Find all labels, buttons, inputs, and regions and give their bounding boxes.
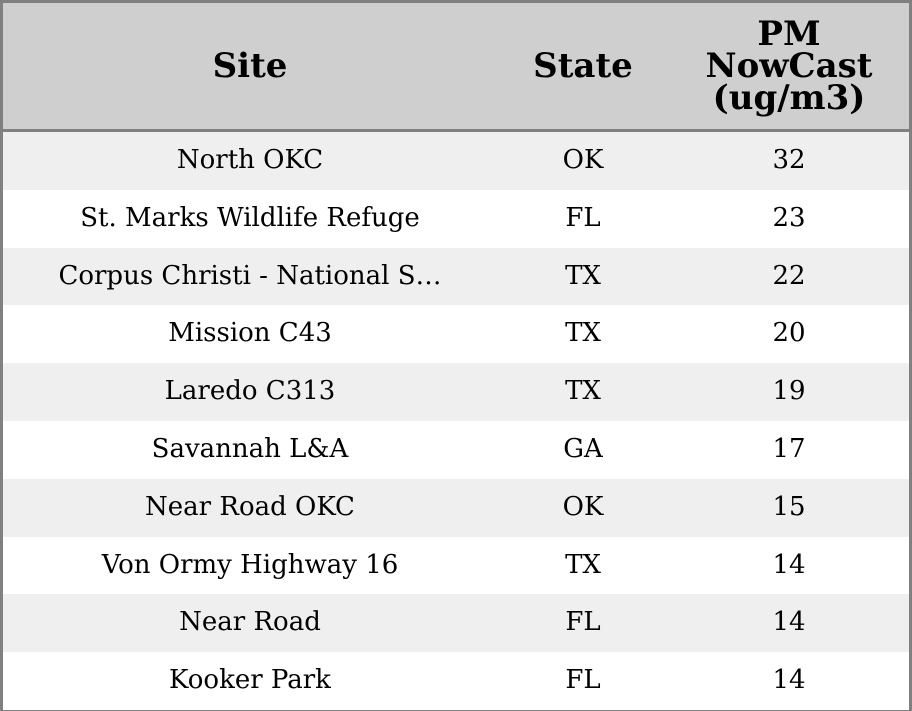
cell-site: Kooker Park [169, 665, 331, 696]
column-header-site[interactable]: Site [212, 46, 288, 86]
table-row[interactable]: Laredo C313 TX 19 [3, 363, 909, 421]
cell-state: TX [565, 376, 601, 407]
cell-pm-nowcast: 19 [772, 376, 806, 407]
cell-state: GA [563, 433, 603, 464]
cell-site: Mission C43 [168, 318, 332, 349]
cell-pm-nowcast: 23 [772, 202, 806, 233]
table-header: Site State PM NowCast (ug/m3) [3, 3, 909, 132]
column-header-pm-nowcast[interactable]: PM NowCast (ug/m3) [705, 14, 873, 118]
cell-state: TX [565, 549, 601, 580]
cell-site: Corpus Christi - National S… [58, 260, 442, 291]
cell-pm-nowcast: 22 [772, 260, 806, 291]
cell-site: Von Ormy Highway 16 [101, 549, 399, 580]
cell-pm-nowcast: 14 [772, 549, 806, 580]
table-row[interactable]: St. Marks Wildlife Refuge FL 23 [3, 189, 909, 248]
cell-state: FL [565, 607, 601, 638]
cell-pm-nowcast: 32 [772, 145, 806, 175]
cell-pm-nowcast: 14 [772, 665, 806, 696]
cell-state: TX [565, 260, 601, 291]
table-body: North OKC OK 32 St. Marks Wildlife Refuge FL… [3, 132, 909, 710]
cell-site: Near Road OKC [145, 491, 355, 522]
table-row[interactable]: Near Road FL 14 [3, 594, 909, 653]
cell-site: St. Marks Wildlife Refuge [80, 202, 420, 233]
cell-state: TX [565, 318, 601, 349]
cell-pm-nowcast: 20 [772, 318, 806, 349]
table-row[interactable]: Corpus Christi - National S… TX 22 [3, 247, 909, 306]
cell-pm-nowcast: 14 [772, 607, 806, 638]
table-row[interactable]: Near Road OKC OK 15 [3, 478, 909, 537]
cell-pm-nowcast: 17 [772, 433, 806, 464]
table-row[interactable]: Kooker Park FL 14 [3, 652, 909, 710]
cell-state: OK [562, 145, 604, 175]
cell-state: FL [565, 665, 601, 696]
cell-state: OK [562, 491, 604, 522]
cell-site: Laredo C313 [164, 376, 336, 407]
cell-state: FL [565, 202, 601, 233]
cell-pm-nowcast: 15 [772, 491, 806, 522]
table-row[interactable]: Von Ormy Highway 16 TX 14 [3, 536, 909, 595]
cell-site: Savannah L&A [151, 433, 349, 464]
cell-site: Near Road [179, 607, 321, 638]
table-row[interactable]: North OKC OK 32 [3, 132, 909, 190]
cell-site: North OKC [176, 145, 324, 175]
table-row[interactable]: Mission C43 TX 20 [3, 305, 909, 364]
table-row[interactable]: Savannah L&A GA 17 [3, 420, 909, 479]
column-header-state[interactable]: State [533, 46, 633, 86]
